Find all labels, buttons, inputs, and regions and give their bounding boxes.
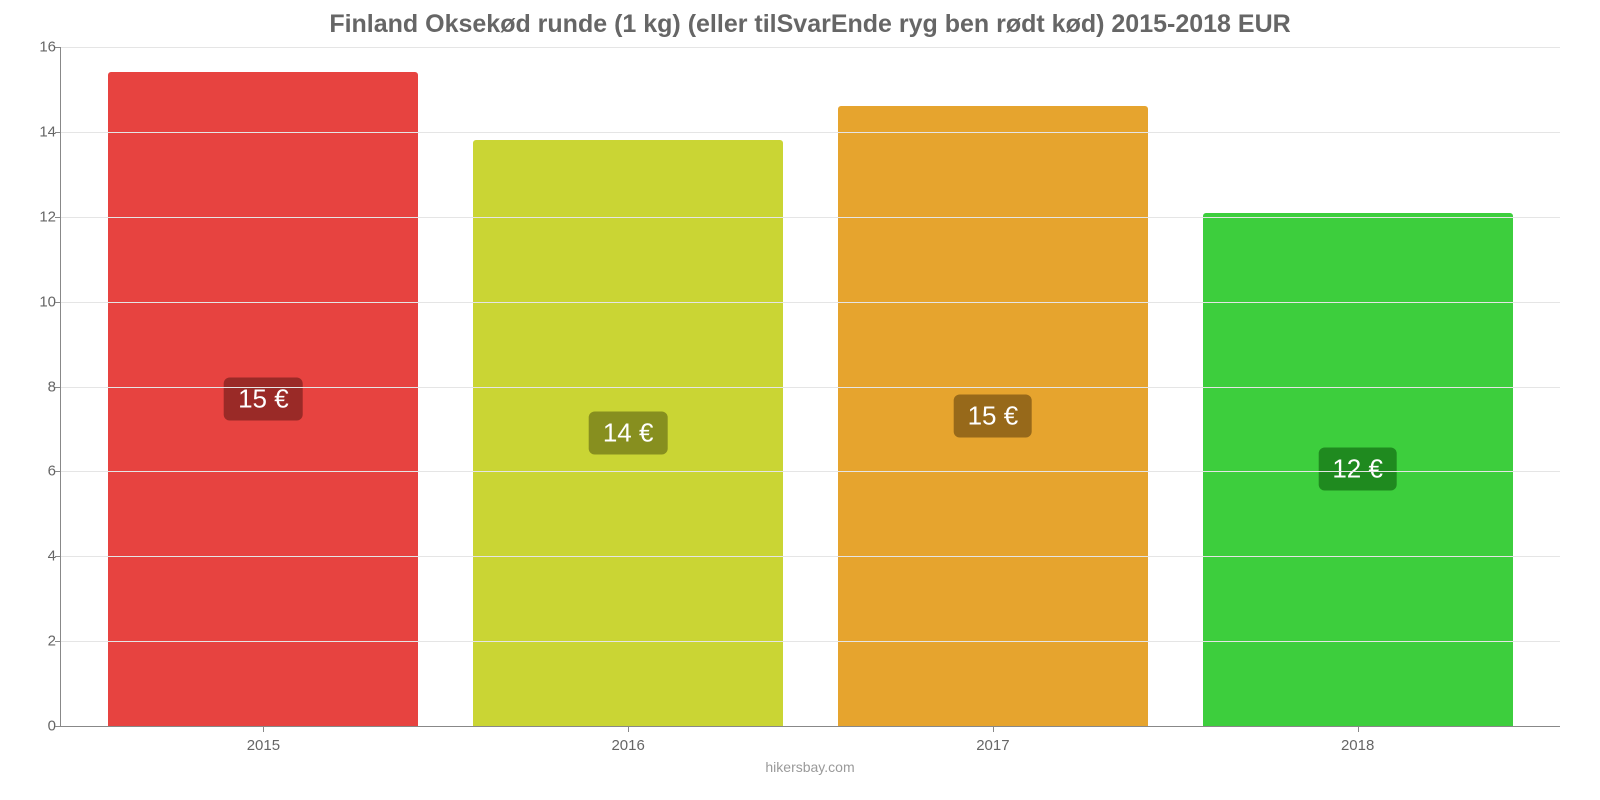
bar-value-label: 12 € [1318, 448, 1397, 491]
x-tick-mark [1358, 726, 1359, 732]
bar-value-label: 14 € [589, 412, 668, 455]
x-tick-mark [993, 726, 994, 732]
y-tick-label: 0 [21, 718, 56, 735]
x-tick-mark [263, 726, 264, 732]
grid-line [61, 641, 1560, 642]
y-tick-mark [55, 132, 61, 133]
x-tick-label: 2015 [81, 737, 446, 754]
y-tick-label: 14 [21, 123, 56, 140]
x-tick-label: 2017 [811, 737, 1176, 754]
bar-value-label: 15 € [954, 395, 1033, 438]
bar: 15 € [838, 106, 1148, 726]
y-tick-label: 2 [21, 633, 56, 650]
y-tick-mark [55, 471, 61, 472]
y-tick-label: 16 [21, 39, 56, 56]
x-tick-label: 2018 [1175, 737, 1540, 754]
x-axis-labels: 2015201620172018 [61, 737, 1560, 754]
bar: 15 € [108, 72, 418, 726]
y-tick-label: 6 [21, 463, 56, 480]
x-tick-mark [628, 726, 629, 732]
grid-line [61, 556, 1560, 557]
bar-value-label: 15 € [224, 378, 303, 421]
grid-line [61, 132, 1560, 133]
chart-title: Finland Oksekød runde (1 kg) (eller tilS… [60, 10, 1560, 39]
grid-line [61, 387, 1560, 388]
grid-line [61, 47, 1560, 48]
plot-area: 15 €14 €15 €12 € 2015201620172018 024681… [60, 47, 1560, 727]
y-tick-label: 8 [21, 378, 56, 395]
y-tick-mark [55, 556, 61, 557]
grid-line [61, 471, 1560, 472]
bar: 14 € [473, 140, 783, 726]
y-tick-mark [55, 726, 61, 727]
grid-line [61, 217, 1560, 218]
y-tick-mark [55, 641, 61, 642]
y-tick-label: 4 [21, 548, 56, 565]
credit-text: hikersbay.com [60, 759, 1560, 775]
y-tick-mark [55, 47, 61, 48]
y-tick-mark [55, 217, 61, 218]
y-tick-label: 10 [21, 293, 56, 310]
y-tick-mark [55, 387, 61, 388]
y-tick-mark [55, 302, 61, 303]
chart-container: Finland Oksekød runde (1 kg) (eller tilS… [0, 0, 1600, 800]
grid-line [61, 302, 1560, 303]
bar: 12 € [1203, 213, 1513, 726]
x-tick-label: 2016 [446, 737, 811, 754]
y-tick-label: 12 [21, 208, 56, 225]
